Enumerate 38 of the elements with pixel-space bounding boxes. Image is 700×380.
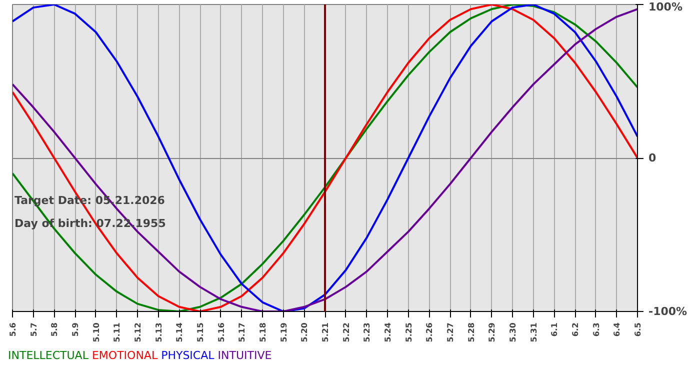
x-tick-label: 5.26 xyxy=(425,322,434,342)
x-tick-label: 5.13 xyxy=(154,322,164,342)
text: PHYSICAL xyxy=(161,349,214,362)
x-tick-label: 5.8 xyxy=(50,322,60,337)
x-tick-label: 6.1 xyxy=(550,322,560,337)
text: INTUITIVE xyxy=(218,349,272,362)
x-tick-label: 5.23 xyxy=(362,322,372,342)
x-tick-label: 6.5 xyxy=(634,322,642,337)
x-tick-label: 5.15 xyxy=(196,322,205,342)
x-tick-label: 6.2 xyxy=(571,322,580,337)
x-tick-label: 5.17 xyxy=(238,322,247,342)
x-tick-label: 5.10 xyxy=(92,322,101,342)
x-tick-label: 5.16 xyxy=(216,322,226,342)
x-tick-label: 5.29 xyxy=(488,322,497,342)
y-tick-label: 0 xyxy=(648,152,656,164)
x-tick-label: 5.28 xyxy=(466,322,476,342)
x-tick-label: 5.21 xyxy=(321,322,330,342)
x-tick-label: 6.3 xyxy=(592,322,601,337)
x-tick-label: 5.20 xyxy=(300,322,310,342)
y-tick-label: -100% xyxy=(648,305,688,318)
x-tick-label: 5.31 xyxy=(529,322,538,342)
x-tick-label: 6.4 xyxy=(612,322,622,337)
text: EMOTIONAL xyxy=(92,349,158,362)
x-tick-label: 5.14 xyxy=(175,322,184,342)
x-tick-label: 5.6 xyxy=(8,322,18,337)
x-tick-label: 5.11 xyxy=(112,322,122,342)
x-tick-label: 5.25 xyxy=(404,322,414,342)
y-tick-label: 100% xyxy=(648,0,682,14)
x-tick-label: 5.22 xyxy=(342,322,351,342)
x-tick-label: 5.24 xyxy=(384,322,392,342)
x-tick-label: 5.7 xyxy=(29,322,38,337)
x-tick-label: 5.27 xyxy=(446,322,455,342)
x-tick-label: 5.30 xyxy=(508,322,518,342)
x-tick-label: 5.12 xyxy=(134,322,142,342)
text: INTELLECTUAL xyxy=(8,349,88,362)
x-tick-label: 5.18 xyxy=(258,322,268,342)
x-tick-label: 5.9 xyxy=(71,322,80,337)
x-tick-label: 5.19 xyxy=(279,322,288,342)
